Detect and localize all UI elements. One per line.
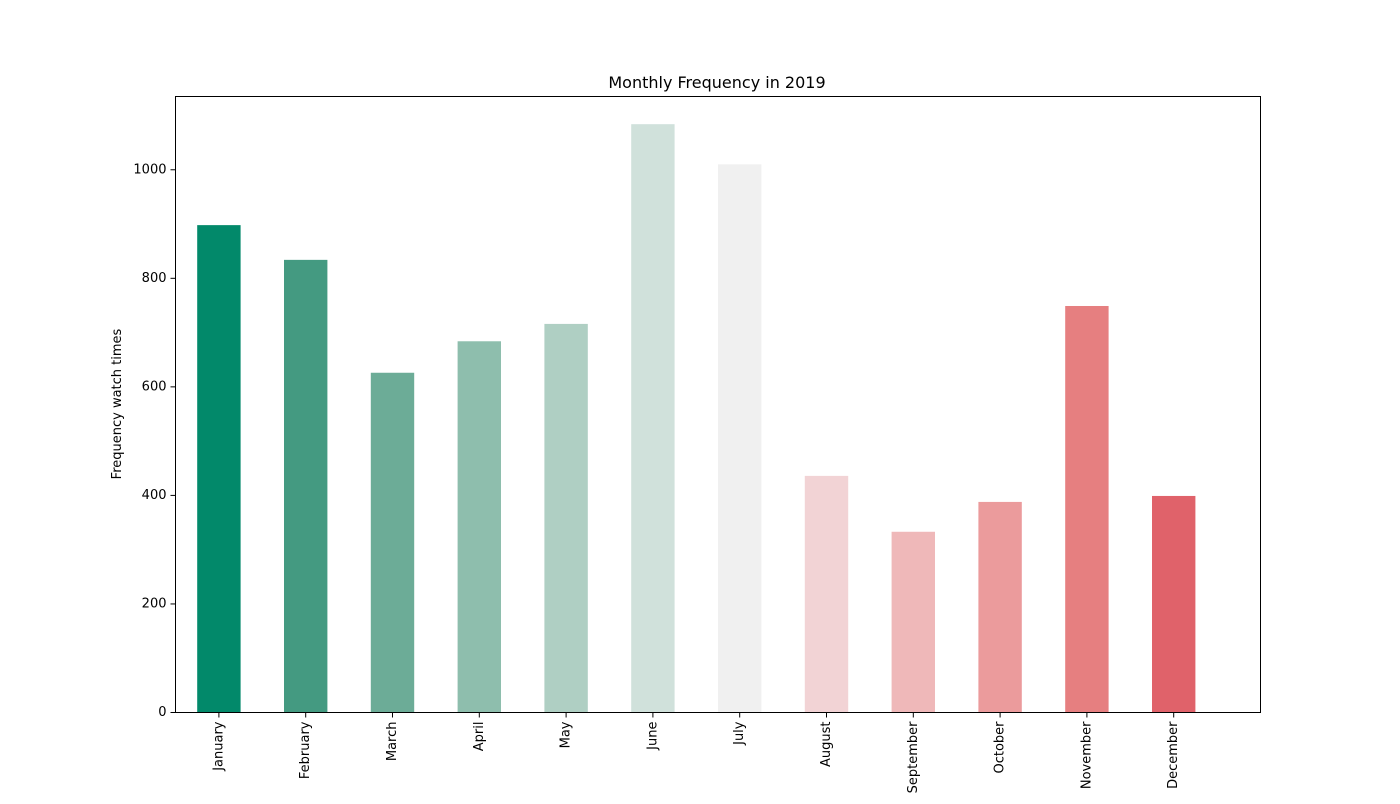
bar-july [718,164,762,713]
bar-october [978,501,1022,713]
x-tick-label: January [211,721,226,772]
bar-december [1152,495,1196,713]
bar-may [544,323,588,713]
plot-frame [175,96,1261,713]
x-tick-label: July [732,721,747,746]
bar-april [457,341,501,713]
x-tick-label: April [472,722,487,752]
bar-september [891,531,935,713]
y-tick-label: 200 [142,596,167,611]
bar-february [284,259,328,713]
x-tick-label: December [1166,721,1181,789]
y-tick-label: 600 [142,379,167,394]
bars-group [197,124,1196,713]
y-tick-label: 400 [142,488,167,503]
chart-title: Monthly Frequency in 2019 [608,73,825,92]
x-tick-label: October [993,721,1008,774]
x-tick-label: September [906,721,921,794]
x-tick-label: June [645,722,660,751]
y-tick-label: 800 [142,271,167,286]
x-tick-label: March [385,722,400,762]
bar-march [370,372,415,713]
y-tick-label: 1000 [133,162,166,177]
x-tick-label: November [1079,721,1094,789]
bar-november [1065,305,1109,713]
y-tick-label: 0 [158,705,166,720]
x-tick-label: August [819,722,834,768]
x-axis: January February March April May June July Augu… [211,712,1181,794]
y-axis: 0 200 400 600 800 1000 [133,162,176,720]
x-tick-label: May [559,721,574,748]
bar-august [804,475,849,713]
x-tick-label: February [298,721,313,779]
bar-january [197,225,241,713]
bar-june [631,124,675,713]
y-axis-label: Frequency watch times [110,328,125,479]
